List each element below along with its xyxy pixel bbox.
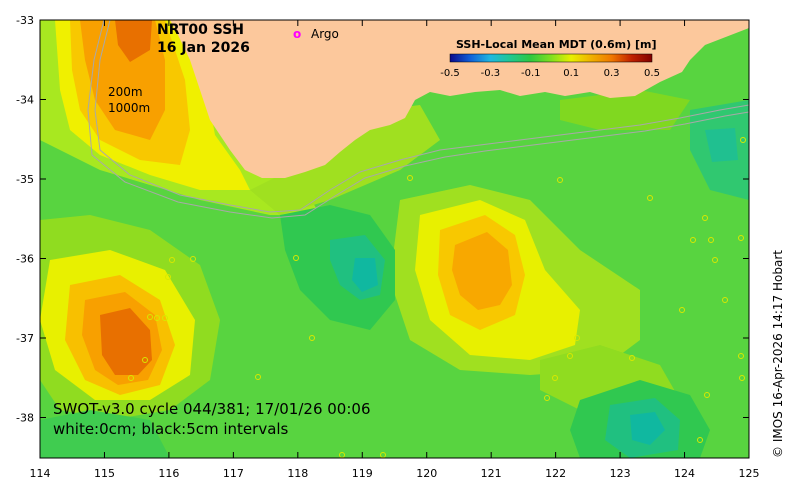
data-dot	[712, 257, 718, 263]
x-tick-label: 123	[610, 467, 631, 480]
colorbar-tick-label: -0.5	[440, 68, 460, 79]
x-tick-label: 119	[352, 467, 373, 480]
argo-legend-label: Argo	[311, 27, 339, 41]
data-dot	[629, 355, 635, 361]
ssh-contour-fills	[40, 20, 749, 458]
y-axis-ticks: -33 -34 -35 -36 -37 -38	[16, 14, 749, 425]
data-dot	[552, 375, 558, 381]
contour-cool-eddy-se-cyan	[630, 412, 665, 445]
data-dot	[165, 274, 171, 280]
x-tick-label: 116	[158, 467, 179, 480]
contour-west-coast-darkorange	[115, 20, 152, 62]
data-dot	[162, 315, 168, 321]
data-dot	[740, 137, 746, 143]
x-tick-label: 122	[545, 467, 566, 480]
bathymetry-contours	[87, 20, 749, 219]
caption-line1: SWOT-v3.0 cycle 044/381; 17/01/26 00:06	[53, 400, 371, 418]
data-dot	[147, 314, 153, 320]
contour-sw-eddy-core	[100, 308, 152, 375]
data-dot	[544, 395, 550, 401]
colorbar-tick-label: -0.1	[521, 68, 541, 79]
data-dot	[702, 215, 708, 221]
y-tick-label: -35	[16, 173, 34, 186]
depth-label-200m: 200m	[108, 85, 143, 99]
data-dot	[557, 177, 563, 183]
colorbar-title: SSH-Local Mean MDT (0.6m) [m]	[456, 38, 656, 51]
data-dot	[738, 353, 744, 359]
x-tick-label: 115	[94, 467, 115, 480]
contour-cool-eddy-east-cyan	[705, 128, 738, 162]
contour-shelf-yellowgreen	[250, 105, 440, 215]
map-title-line2: 16 Jan 2026	[157, 40, 250, 56]
data-dot	[647, 195, 653, 201]
isobath-200m	[94, 20, 749, 213]
colorbar-tick-label: 0.1	[563, 68, 579, 79]
colorbar-tick-label: 0.5	[644, 68, 660, 79]
x-tick-label: 117	[223, 467, 244, 480]
data-dot	[574, 335, 580, 341]
colorbar-tick-label: -0.3	[481, 68, 501, 79]
plot-area	[40, 20, 749, 458]
contour-cool-eddy-mid-cyan	[352, 258, 378, 292]
x-tick-label: 120	[416, 467, 437, 480]
data-dot	[309, 335, 315, 341]
data-dot	[738, 235, 744, 241]
y-tick-label: -36	[16, 253, 34, 266]
data-dot	[679, 307, 685, 313]
x-tick-label: 118	[287, 467, 308, 480]
contour-cool-eddy-sw-green	[40, 410, 170, 458]
x-tick-label: 121	[481, 467, 502, 480]
data-dot	[704, 392, 710, 398]
x-tick-label: 124	[674, 467, 695, 480]
contour-central-eddy-orange	[452, 232, 512, 310]
data-dot	[708, 237, 714, 243]
data-dot	[690, 237, 696, 243]
map-title-line1: NRT00 SSH	[157, 22, 244, 38]
depth-label-1000m: 1000m	[108, 101, 150, 115]
data-dot	[697, 437, 703, 443]
data-dot	[567, 353, 573, 359]
contour-ne-yellowgreen	[560, 90, 690, 130]
data-dot	[190, 256, 196, 262]
y-tick-label: -33	[16, 14, 34, 27]
data-dot	[255, 374, 261, 380]
x-axis-ticks: 114 115 116 117 118 119 120 121 122 123 124 125	[30, 20, 760, 480]
y-tick-label: -38	[16, 412, 34, 425]
data-dot	[169, 257, 175, 263]
data-dot	[154, 315, 160, 321]
plot-frame	[39, 19, 750, 459]
data-dot	[142, 357, 148, 363]
data-dot	[739, 375, 745, 381]
caption-line2: white:0cm; black:5cm intervals	[53, 420, 289, 438]
data-dot	[128, 375, 134, 381]
colorbar-ticks: -0.5 -0.3 -0.1 0.1 0.3 0.5	[440, 68, 660, 79]
imos-credit: © IMOS 16-Apr-2026 14:17 Hobart	[771, 250, 785, 458]
data-dot	[722, 297, 728, 303]
y-tick-label: -37	[16, 332, 34, 345]
x-tick-label: 125	[739, 467, 760, 480]
colorbar-tick-label: 0.3	[604, 68, 620, 79]
colorbar: SSH-Local Mean MDT (0.6m) [m] -0.5 -0.3 -0…	[440, 38, 660, 79]
y-tick-label: -34	[16, 94, 34, 107]
data-dot	[407, 175, 413, 181]
colorbar-bar	[449, 53, 653, 63]
isobath-1000m	[87, 20, 749, 219]
argo-marker-icon: o	[293, 27, 301, 41]
data-dot	[293, 255, 299, 261]
x-tick-label: 114	[30, 467, 51, 480]
